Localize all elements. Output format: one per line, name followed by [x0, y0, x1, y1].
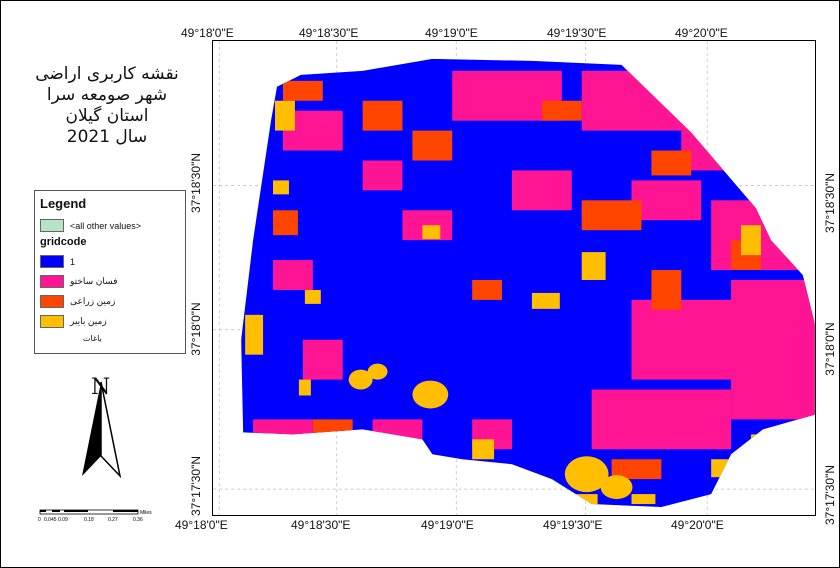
map-title: نقشه کاربری اراضی شهر صومعه سرا استان گی… — [22, 64, 192, 148]
legend-box: Legend <all other values> gridcode 1 فسا… — [34, 190, 186, 354]
legend-item: فسان ساختو — [40, 275, 117, 288]
scale-label: 0.27 — [108, 517, 118, 523]
top-tick-label: 49°18'30"E — [299, 26, 359, 40]
scale-label: 0.36 — [133, 517, 143, 523]
legend-item-label: 1 — [70, 256, 76, 267]
scale-label: 0.09 — [58, 517, 68, 523]
legend-item: زمین بایبر — [40, 315, 107, 328]
bottom-tick-label: 49°20'0"E — [671, 518, 724, 532]
north-arrow-icon — [82, 381, 122, 479]
legend-swatch — [40, 275, 64, 288]
top-tick-label: 49°19'0"E — [425, 26, 478, 40]
bottom-tick-label: 49°18'30"E — [291, 518, 351, 532]
left-tick-label: 37°18'30"N — [189, 152, 203, 214]
land-use-map — [212, 40, 816, 516]
title-line-4: سال 2021 — [66, 127, 148, 147]
legend-swatch — [40, 295, 64, 308]
legend-field-name: gridcode — [40, 236, 87, 248]
title-line-2: شهر صومعه سرا — [46, 85, 168, 105]
legend-other-swatch — [40, 219, 64, 232]
scale-label: 0.18 — [84, 517, 94, 523]
legend-item-label: زمین زراعی — [70, 296, 116, 306]
legend-other-label: <all other values> — [70, 220, 142, 231]
legend-extra-label: باغات — [83, 334, 102, 343]
right-tick-label: 37°18'0"N — [823, 322, 837, 376]
right-tick-label: 37°17'30"N — [823, 464, 837, 526]
legend-title: Legend — [40, 196, 87, 211]
legend-item: زمین زراعی — [40, 295, 115, 308]
scale-unit: Miles — [140, 510, 152, 516]
legend-other-values: <all other values> — [40, 219, 141, 232]
legend-item-label: فسان ساختو — [70, 276, 118, 286]
bottom-tick-label: 49°18'0"E — [175, 518, 228, 532]
scale-label: 0.045 — [44, 517, 57, 523]
left-tick-label: 37°17'30"N — [189, 455, 203, 517]
top-tick-label: 49°18'0"E — [181, 26, 234, 40]
legend-swatch — [40, 255, 64, 268]
land-use-raster — [241, 58, 815, 508]
legend-item-label: زمین بایبر — [70, 316, 107, 326]
top-tick-label: 49°19'30"E — [547, 26, 607, 40]
bottom-tick-label: 49°19'30"E — [543, 518, 603, 532]
scale-bar: 0 0.045 0.09 0.18 0.27 0.36 Miles — [38, 509, 152, 523]
bottom-tick-label: 49°19'0"E — [421, 518, 474, 532]
top-tick-label: 49°20'0"E — [675, 26, 728, 40]
left-tick-label: 37°18'0"N — [189, 302, 203, 356]
legend-item: 1 — [40, 255, 75, 268]
title-line-3: استان گیلان — [65, 106, 149, 126]
title-line-1: نقشه کاربری اراضی — [35, 64, 179, 84]
scale-label: 0 — [38, 517, 41, 523]
right-tick-label: 37°18'30"N — [823, 172, 837, 234]
legend-swatch — [40, 315, 64, 328]
